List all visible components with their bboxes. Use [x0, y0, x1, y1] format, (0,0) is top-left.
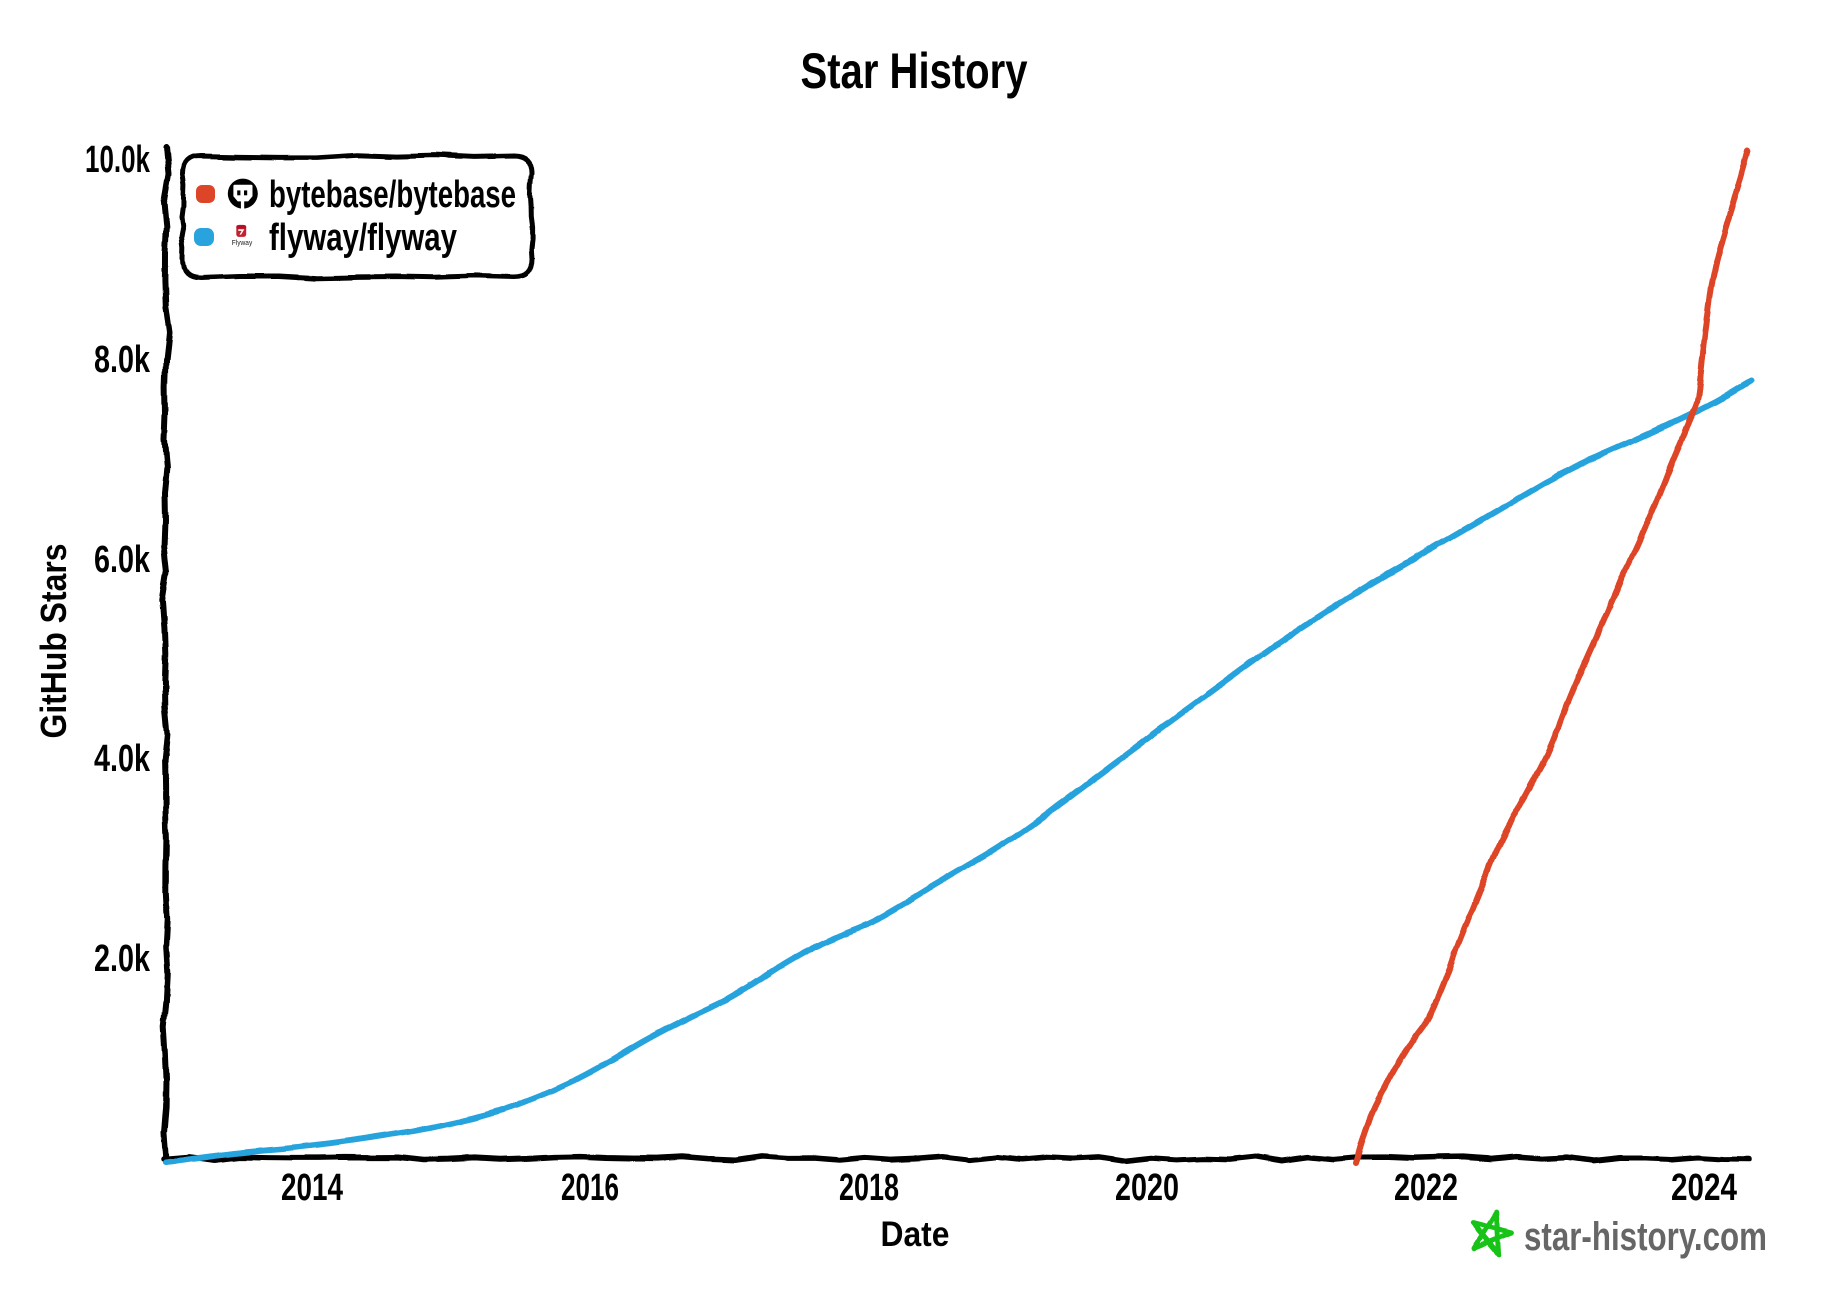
svg-text:bytebase/bytebase: bytebase/bytebase: [269, 174, 516, 216]
svg-text:10.0k: 10.0k: [85, 139, 151, 181]
svg-text:2022: 2022: [1394, 1167, 1458, 1209]
svg-text:6.0k: 6.0k: [94, 539, 151, 581]
svg-text:GitHub Stars: GitHub Stars: [33, 544, 74, 739]
svg-text:8.0k: 8.0k: [94, 339, 151, 381]
svg-text:4.0k: 4.0k: [94, 738, 151, 780]
svg-text:Star History: Star History: [801, 43, 1028, 99]
svg-text:2018: 2018: [839, 1167, 899, 1209]
svg-text:Date: Date: [881, 1215, 950, 1254]
svg-text:Flyway: Flyway: [232, 240, 253, 247]
svg-text:flyway/flyway: flyway/flyway: [269, 217, 457, 259]
svg-text:star-history.com: star-history.com: [1524, 1215, 1767, 1259]
svg-text:2014: 2014: [281, 1167, 343, 1209]
svg-text:2024: 2024: [1671, 1167, 1737, 1209]
svg-text:2.0k: 2.0k: [94, 938, 151, 980]
svg-text:2020: 2020: [1115, 1167, 1179, 1209]
svg-text:2016: 2016: [561, 1167, 619, 1209]
